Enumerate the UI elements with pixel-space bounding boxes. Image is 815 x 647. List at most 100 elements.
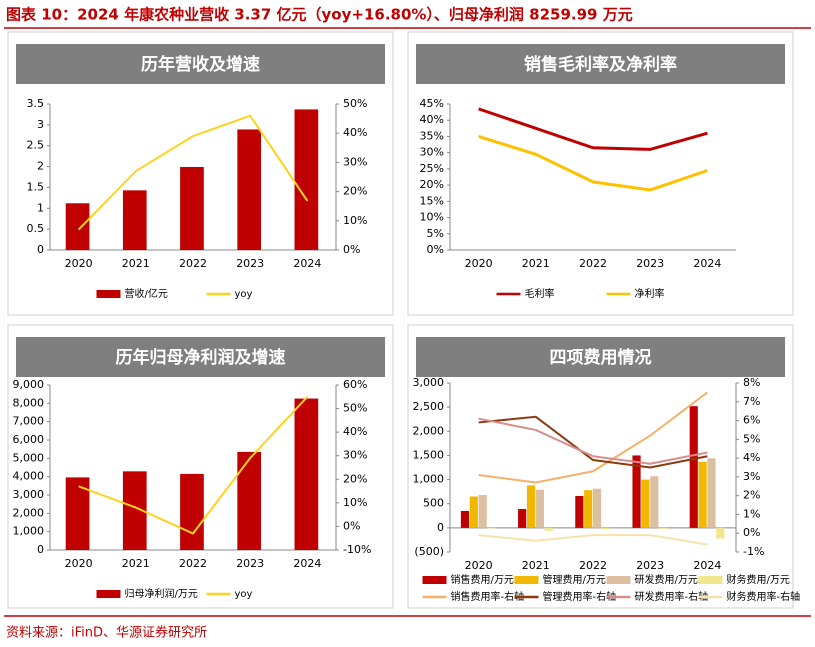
chart-title: 历年归母净利润及增速 <box>116 347 286 368</box>
y2-tick-label: 50% <box>343 97 367 110</box>
bar <box>180 166 204 250</box>
chart-title: 四项费用情况 <box>550 347 652 368</box>
y2-tick-label: 10% <box>343 214 367 227</box>
legend-label: 营收/亿元 <box>125 287 168 300</box>
y2-tick-label: 5% <box>743 432 760 445</box>
bar <box>180 473 204 550</box>
y2-tick-label: 10% <box>343 496 367 509</box>
legend-label: yoy <box>235 289 253 300</box>
x-tick-label: 2021 <box>522 257 550 270</box>
y2-tick-label: 30% <box>343 155 367 168</box>
legend-label: 归母净利润/万元 <box>125 587 198 600</box>
y-tick-label: 3,000 <box>413 376 445 389</box>
y-tick-label: 2,000 <box>13 506 45 519</box>
y-tick-label: 1 <box>37 201 44 214</box>
bar <box>707 458 716 528</box>
legend-label: 管理费用/万元 <box>543 573 606 586</box>
x-tick-label: 2022 <box>179 257 207 270</box>
bar <box>478 495 487 528</box>
legend-swatch <box>96 590 121 598</box>
x-tick-label: 2023 <box>636 559 664 572</box>
line <box>478 107 708 151</box>
panel-header <box>16 337 385 377</box>
bar <box>698 461 707 528</box>
chart-title: 销售毛利率及净利率 <box>524 54 677 75</box>
y-tick-label: 25% <box>420 162 444 175</box>
x-tick-label: 2024 <box>293 257 321 270</box>
bar <box>716 527 725 539</box>
y-tick-label: 2 <box>37 160 44 173</box>
panel-header <box>416 44 785 84</box>
y-tick-label: 9,000 <box>13 378 45 391</box>
line <box>478 415 708 469</box>
line <box>478 417 708 465</box>
y-tick-label: 0 <box>37 243 44 256</box>
y2-tick-label: 6% <box>743 414 760 427</box>
bar <box>584 490 593 528</box>
line <box>478 391 709 484</box>
x-tick-label: 2024 <box>693 559 721 572</box>
y2-tick-label: 30% <box>343 449 367 462</box>
x-tick-label: 2022 <box>579 257 607 270</box>
y-tick-label: 2.5 <box>27 139 45 152</box>
legend-swatch <box>96 290 121 298</box>
bar <box>575 495 584 528</box>
y-tick-label: 0 <box>37 543 44 556</box>
y-tick-label: (500) <box>414 545 444 558</box>
y2-tick-label: 60% <box>343 378 367 391</box>
y-tick-label: 4,000 <box>13 470 45 483</box>
bar <box>294 398 319 550</box>
bar <box>518 509 527 528</box>
x-tick-label: 2020 <box>65 257 93 270</box>
panel-header <box>16 44 385 84</box>
x-tick-label: 2022 <box>579 559 607 572</box>
bar <box>689 406 698 528</box>
bar <box>641 479 650 528</box>
line <box>478 534 708 546</box>
y-tick-label: 1,000 <box>13 525 45 538</box>
chart-title: 历年营收及增速 <box>141 54 260 75</box>
line <box>78 396 309 535</box>
bar <box>650 476 659 528</box>
panel-header <box>416 337 785 377</box>
legend-label: 研发费用/万元 <box>635 573 698 586</box>
y-tick-label: 40% <box>420 113 444 126</box>
line <box>77 114 309 231</box>
y2-tick-label: 7% <box>743 395 760 408</box>
legend-label: yoy <box>235 589 253 600</box>
y-tick-label: 1.5 <box>27 180 45 193</box>
x-tick-label: 2020 <box>65 557 93 570</box>
bar <box>593 488 602 528</box>
bar <box>65 477 90 550</box>
chart-panel: 四项费用情况 (500) 0 500 1,000 1,500 2,000 2,500 3,000… <box>407 324 800 609</box>
y-tick-label: 8,000 <box>13 396 45 409</box>
chart-panel: 历年归母净利润及增速 0 1,000 2,000 3,000 4,000 5,000 6,00… <box>7 324 394 609</box>
y-tick-label: 7,000 <box>13 415 45 428</box>
y2-tick-label: 2% <box>743 489 760 502</box>
bar <box>659 527 668 529</box>
y-tick-label: 45% <box>420 97 444 110</box>
y2-tick-label: -10% <box>343 543 371 556</box>
y-tick-label: 35% <box>420 129 444 142</box>
y-tick-label: 2,000 <box>413 424 445 437</box>
y-tick-label: 20% <box>420 178 444 191</box>
legend-swatch <box>422 576 447 584</box>
y2-tick-label: 20% <box>343 185 367 198</box>
bar <box>122 471 147 550</box>
y-tick-label: 6,000 <box>13 433 45 446</box>
legend-label: 毛利率 <box>525 287 555 300</box>
bar <box>237 451 262 550</box>
y-tick-label: 3 <box>37 118 44 131</box>
y2-tick-label: 20% <box>343 472 367 485</box>
y2-tick-label: 50% <box>343 402 367 415</box>
y2-tick-label: 0% <box>743 526 760 539</box>
x-tick-label: 2020 <box>465 257 493 270</box>
y-tick-label: 3,000 <box>13 488 45 501</box>
x-tick-label: 2022 <box>179 557 207 570</box>
line <box>478 135 708 192</box>
x-tick-label: 2023 <box>636 257 664 270</box>
bar <box>237 129 262 250</box>
y2-tick-label: 8% <box>743 376 760 389</box>
y-tick-label: 15% <box>420 194 444 207</box>
x-tick-label: 2023 <box>236 257 264 270</box>
